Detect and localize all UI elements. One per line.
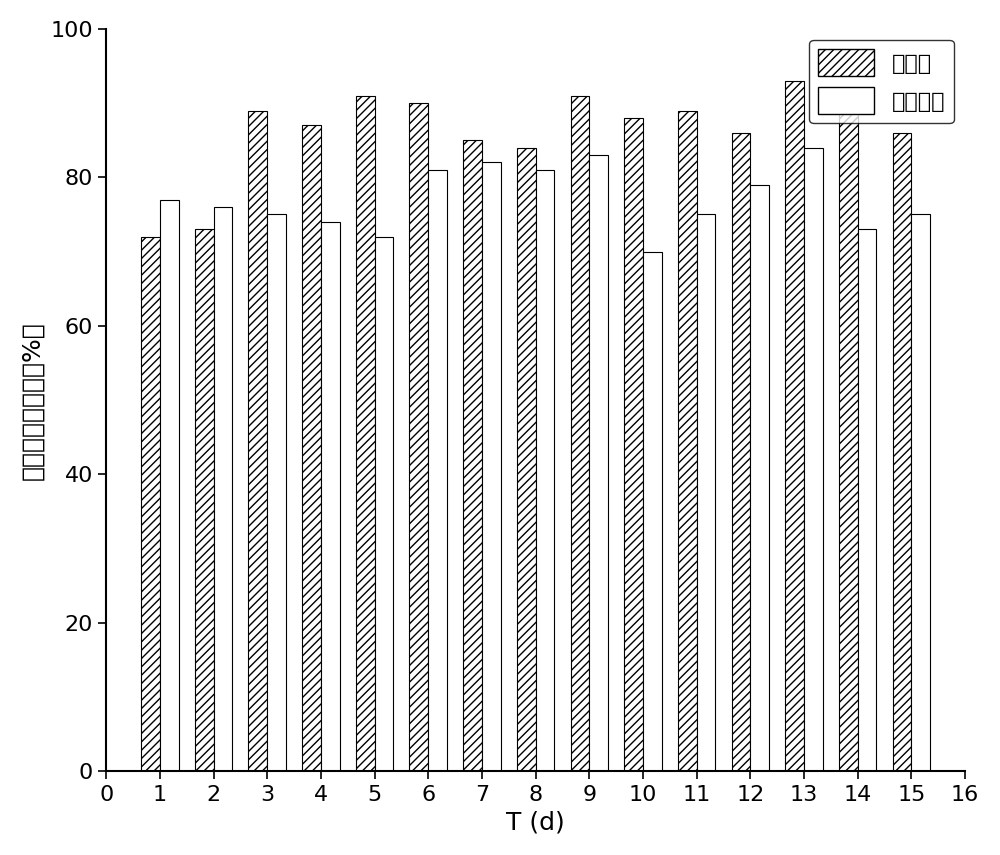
Bar	[409, 103, 428, 771]
Y-axis label: 亚确酸盐积累率（%）: 亚确酸盐积累率（%）	[21, 321, 45, 480]
Bar	[911, 215, 930, 771]
Bar	[160, 199, 179, 771]
Bar	[589, 155, 608, 771]
Bar	[195, 229, 214, 771]
Bar	[785, 81, 804, 771]
Bar	[428, 170, 447, 771]
Bar	[517, 148, 536, 771]
Bar	[858, 229, 876, 771]
Bar	[697, 215, 715, 771]
Bar	[267, 215, 286, 771]
Bar	[732, 133, 750, 771]
Bar	[302, 126, 321, 771]
X-axis label: T (d): T (d)	[506, 811, 565, 834]
Bar	[678, 110, 697, 771]
Bar	[839, 110, 858, 771]
Bar	[248, 110, 267, 771]
Bar	[624, 118, 643, 771]
Bar	[356, 96, 375, 771]
Bar	[643, 251, 662, 771]
Bar	[571, 96, 589, 771]
Bar	[141, 237, 160, 771]
Bar	[214, 207, 232, 771]
Bar	[893, 133, 911, 771]
Bar	[536, 170, 554, 771]
Bar	[321, 222, 340, 771]
Bar	[463, 140, 482, 771]
Legend: 联氨组, 氯酸钓组: 联氨组, 氯酸钓组	[809, 40, 954, 123]
Bar	[804, 148, 823, 771]
Bar	[482, 162, 501, 771]
Bar	[750, 185, 769, 771]
Bar	[375, 237, 393, 771]
